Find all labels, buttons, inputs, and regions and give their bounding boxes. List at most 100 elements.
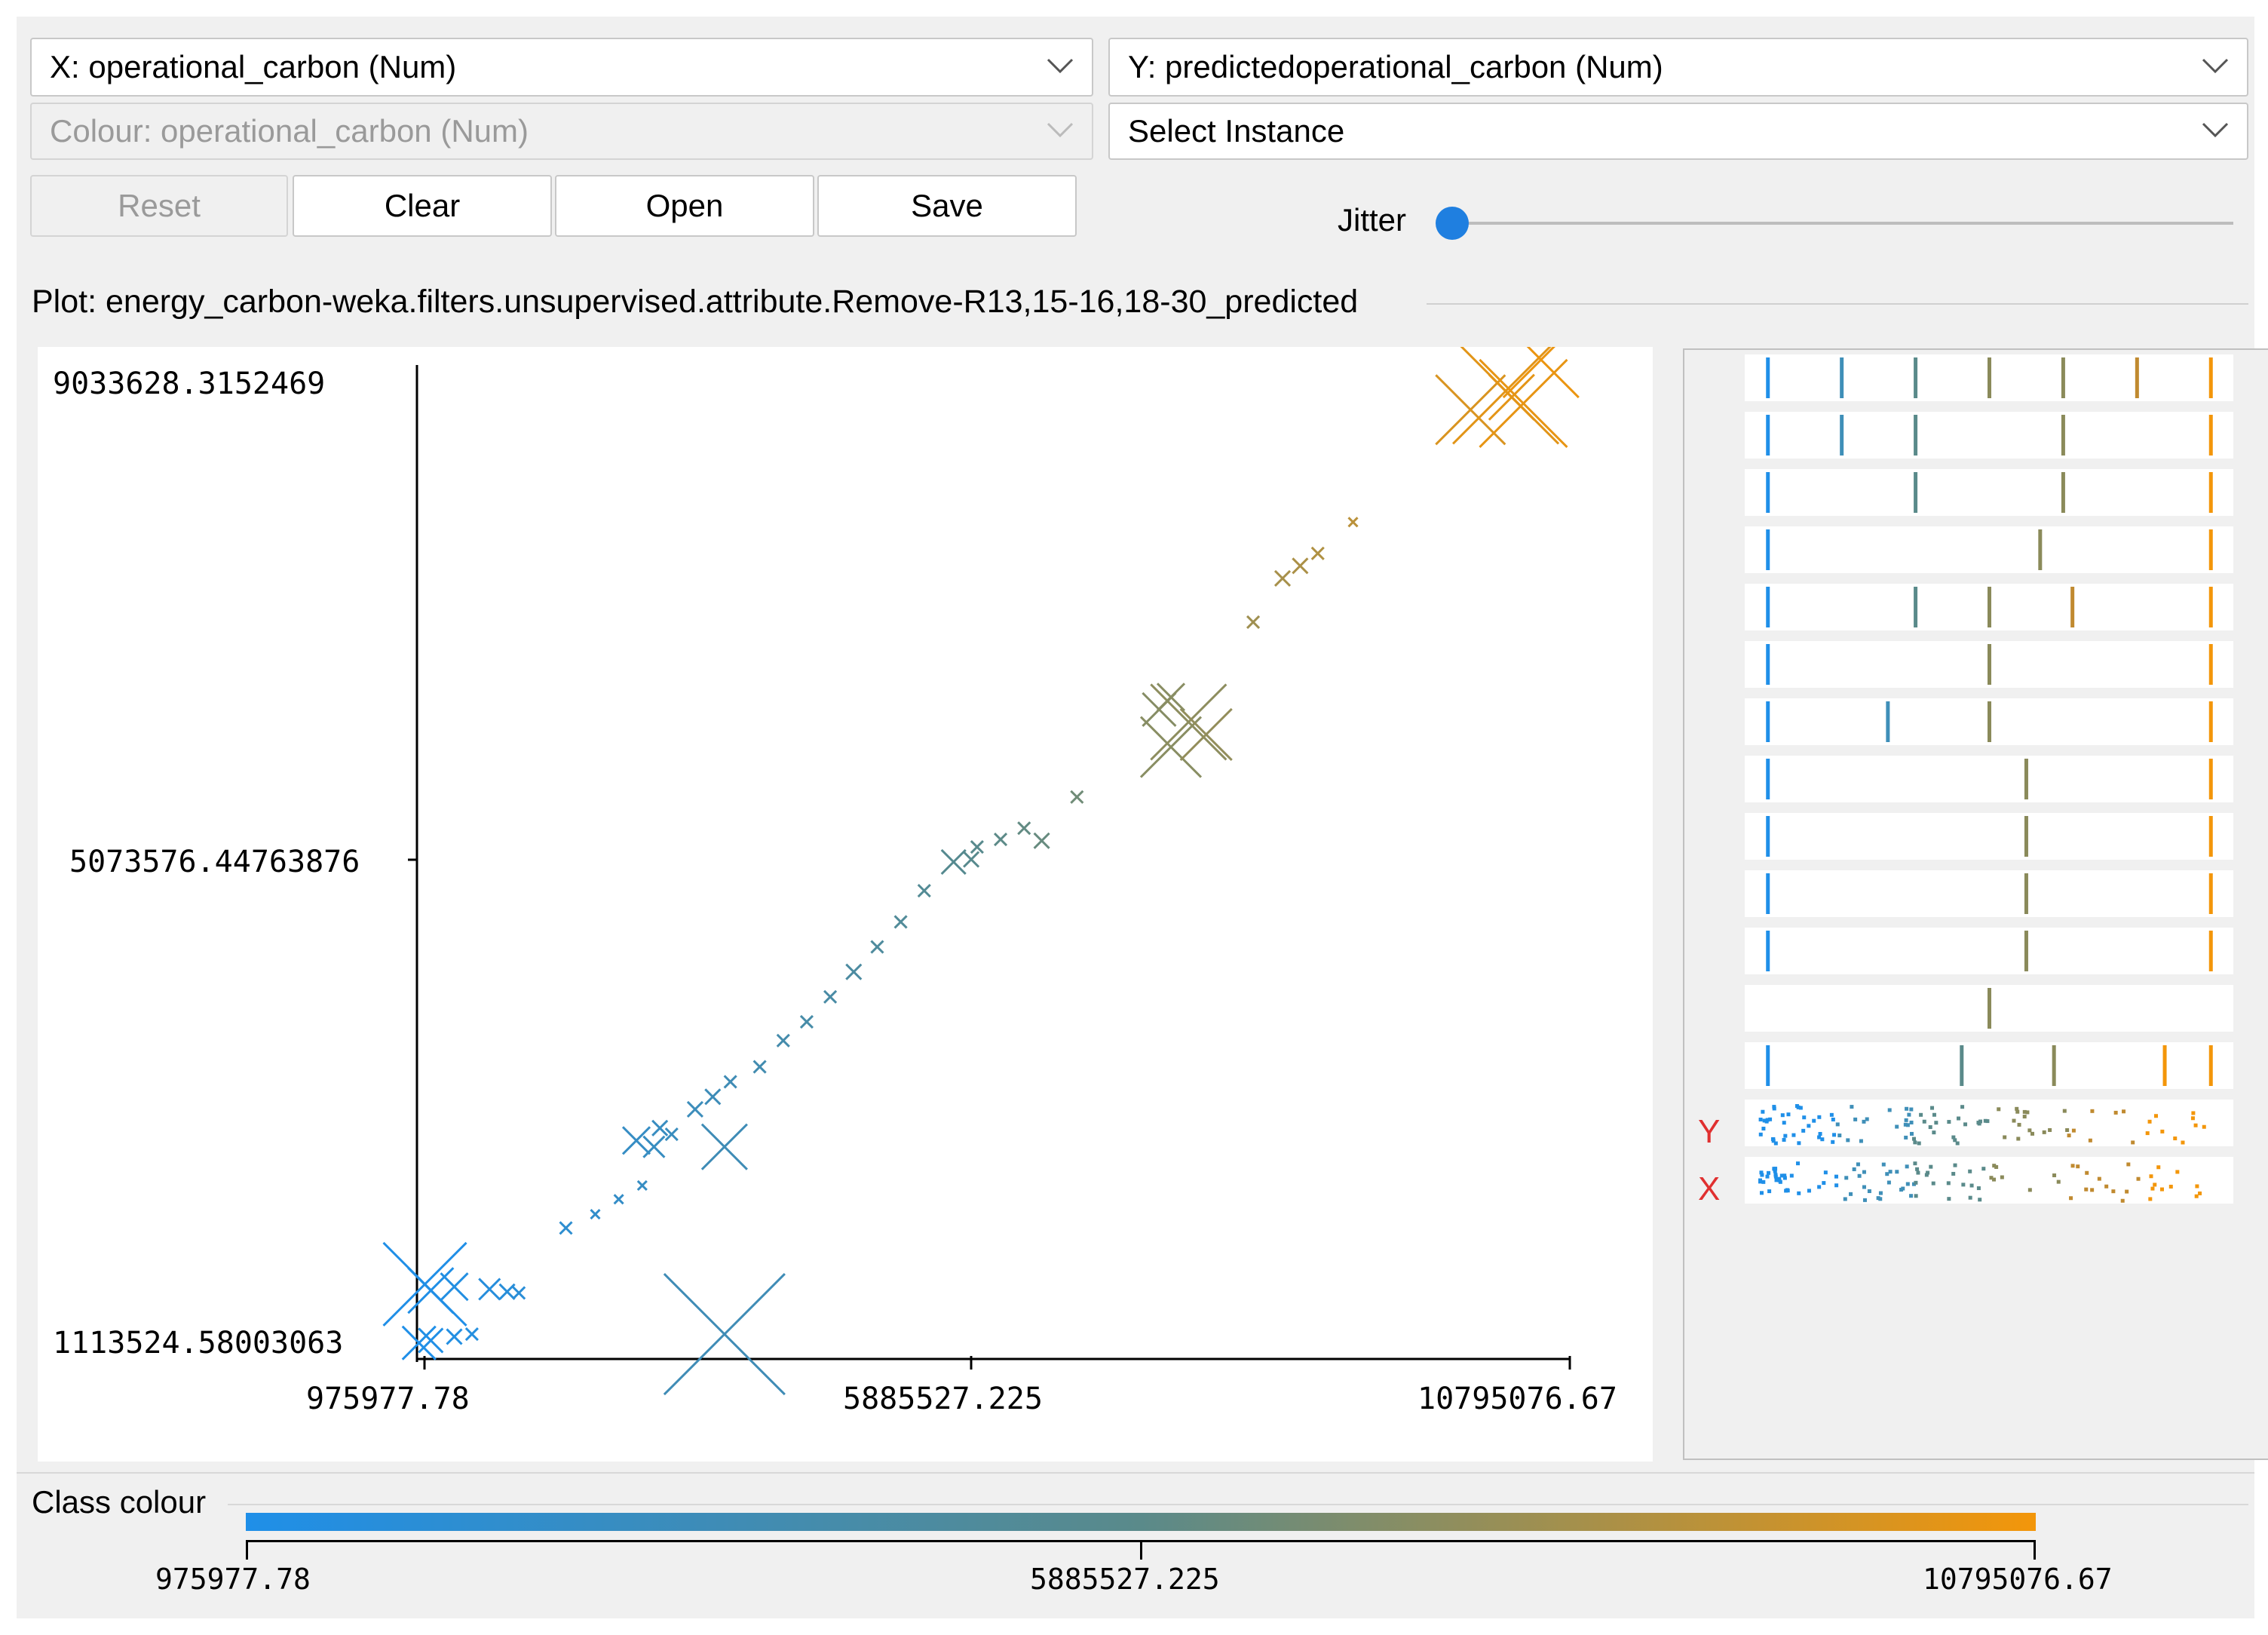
- scatter-point[interactable]: [512, 1286, 526, 1300]
- clear-button[interactable]: Clear: [293, 175, 552, 237]
- scatter-point[interactable]: [686, 1100, 703, 1118]
- scatter-point[interactable]: [1502, 347, 1580, 399]
- attribute-bar-mark: [2131, 1140, 2135, 1145]
- scatter-point[interactable]: [1273, 569, 1292, 587]
- attribute-bar[interactable]: [1745, 756, 2233, 802]
- attribute-bar-mark: [1780, 1113, 1785, 1118]
- x-axis-select[interactable]: X: operational_carbon (Num): [30, 38, 1093, 97]
- attribute-bar-mark: [2090, 1109, 2095, 1113]
- attribute-bar[interactable]: [1745, 928, 2233, 974]
- y-axis-select[interactable]: Y: predictedoperational_carbon (Num): [1108, 38, 2248, 97]
- scatter-point[interactable]: [799, 1014, 814, 1029]
- scatter-point[interactable]: [963, 851, 980, 868]
- attribute-bar-mark: [1876, 1196, 1880, 1201]
- scatter-point[interactable]: [663, 1273, 786, 1396]
- attribute-bar-mark: [1801, 1128, 1806, 1133]
- scatter-point[interactable]: [636, 1179, 648, 1192]
- attribute-bar[interactable]: [1745, 469, 2233, 516]
- attribute-bar-mark: [1840, 357, 1844, 398]
- save-button[interactable]: Save: [817, 175, 1077, 237]
- scatter-point[interactable]: [1139, 716, 1203, 778]
- scatter-point[interactable]: [823, 989, 838, 1004]
- scatter-point[interactable]: [700, 1123, 748, 1170]
- attribute-bar-mark: [1766, 701, 1770, 742]
- scatter-point[interactable]: [893, 915, 908, 929]
- jitter-slider[interactable]: [1434, 204, 2248, 241]
- attribute-bar-mark: [2015, 1106, 2019, 1111]
- attribute-bar-mark: [2111, 1189, 2116, 1194]
- scatter-point[interactable]: [498, 1283, 516, 1300]
- attribute-bar-mark: [1888, 1170, 1893, 1174]
- scatter-point[interactable]: [418, 1327, 444, 1354]
- attribute-bar-mark: [1994, 1164, 1999, 1169]
- attribute-bar-mark: [2126, 1162, 2131, 1167]
- attribute-bars-panel[interactable]: Y X: [1683, 348, 2268, 1460]
- scatter-point[interactable]: [407, 1267, 455, 1314]
- scatter-point[interactable]: [440, 1272, 469, 1302]
- attribute-bars[interactable]: [1684, 350, 2268, 1459]
- attribute-bar[interactable]: [1745, 1157, 2233, 1204]
- open-button[interactable]: Open: [555, 175, 814, 237]
- scatter-point[interactable]: [1070, 790, 1084, 804]
- attribute-bar[interactable]: [1745, 1042, 2233, 1089]
- scatter-point[interactable]: [478, 1278, 501, 1301]
- scatter-plot[interactable]: [38, 347, 1653, 1462]
- scatter-point[interactable]: [559, 1221, 573, 1235]
- attribute-bar[interactable]: [1745, 412, 2233, 459]
- scatter-point[interactable]: [1310, 546, 1325, 560]
- attribute-bar-mark: [2190, 1116, 2195, 1121]
- scatter-point[interactable]: [642, 1135, 666, 1158]
- attribute-bar-mark: [2208, 415, 2213, 456]
- scatter-point[interactable]: [1150, 683, 1227, 761]
- scatter-point[interactable]: [1488, 373, 1535, 421]
- scatter-point[interactable]: [723, 1075, 737, 1089]
- attribute-bar[interactable]: [1745, 870, 2233, 917]
- attribute-bar-mark: [1859, 1139, 1863, 1143]
- scatter-point[interactable]: [1033, 832, 1050, 849]
- scatter-point[interactable]: [621, 1126, 651, 1155]
- attribute-bar-mark: [2208, 931, 2213, 971]
- scatter-point[interactable]: [1292, 557, 1309, 575]
- scatter-point[interactable]: [1347, 517, 1359, 528]
- scatter-point[interactable]: [651, 1119, 669, 1137]
- instance-select[interactable]: Select Instance: [1108, 103, 2248, 160]
- scatter-point[interactable]: [590, 1209, 601, 1220]
- scatter-point[interactable]: [970, 839, 984, 854]
- attribute-bar-mark: [1779, 1173, 1784, 1178]
- scatter-point[interactable]: [664, 1127, 679, 1142]
- attribute-bar-mark: [1913, 1161, 1917, 1166]
- instance-select-label: Select Instance: [1128, 113, 1345, 149]
- scatter-point[interactable]: [993, 833, 1008, 847]
- scatter-point[interactable]: [1246, 615, 1261, 629]
- scatter-point[interactable]: [752, 1060, 767, 1074]
- attribute-bar-mark: [1878, 1197, 1883, 1201]
- jitter-slider-handle[interactable]: [1436, 207, 1469, 240]
- scatter-point[interactable]: [870, 940, 884, 954]
- attribute-bar-mark: [1988, 988, 1991, 1029]
- scatter-point[interactable]: [776, 1033, 790, 1048]
- scatter-point[interactable]: [1156, 683, 1186, 712]
- scatter-point[interactable]: [464, 1327, 479, 1342]
- attribute-bar-mark: [1777, 1178, 1782, 1183]
- attribute-bar-mark: [1909, 1194, 1914, 1198]
- attribute-bar-mark: [1878, 1191, 1883, 1195]
- scatter-point[interactable]: [940, 848, 967, 875]
- attribute-bar-mark: [1766, 816, 1770, 857]
- scatter-point[interactable]: [1017, 821, 1031, 836]
- scatter-point[interactable]: [446, 1328, 463, 1345]
- scatter-point[interactable]: [401, 1325, 437, 1360]
- attribute-bar-mark: [2062, 1109, 2067, 1113]
- attribute-bar[interactable]: [1745, 526, 2233, 573]
- attribute-bar[interactable]: [1745, 813, 2233, 860]
- attribute-bar-mark: [1761, 1127, 1766, 1131]
- scatter-point[interactable]: [845, 963, 863, 980]
- scatter-point[interactable]: [1179, 707, 1233, 762]
- jitter-label: Jitter: [1338, 202, 1407, 238]
- attribute-bar-mark: [1914, 587, 1918, 627]
- scatter-point[interactable]: [1435, 374, 1506, 446]
- scatter-point[interactable]: [613, 1194, 624, 1205]
- scatter-point[interactable]: [917, 883, 931, 898]
- scatter-point[interactable]: [1479, 358, 1568, 449]
- scatter-plot-area[interactable]: 9033628.3152469 5073576.44763876 1113524…: [38, 347, 1653, 1462]
- scatter-point[interactable]: [704, 1088, 722, 1106]
